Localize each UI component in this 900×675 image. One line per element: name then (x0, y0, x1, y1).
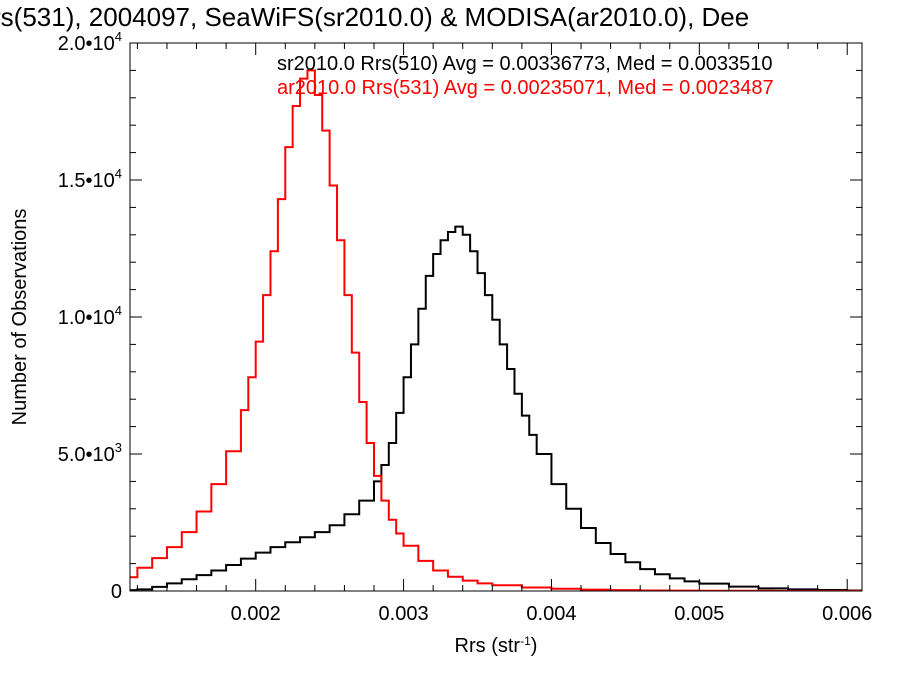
x-tick-label: 0.006 (822, 603, 872, 625)
y-tick-label: 2.0•104 (58, 29, 122, 55)
y-tick-exponent: 3 (115, 440, 122, 455)
x-tick-label: 0.002 (231, 603, 281, 625)
legend-entry-1: ar2010.0 Rrs(531) Avg = 0.00235071, Med … (277, 77, 774, 99)
y-tick-exponent: 4 (115, 303, 122, 318)
y-tick-label: 5.0•103 (58, 440, 122, 466)
y-tick-exponent: 4 (115, 166, 122, 181)
y-tick-mantissa: 0 (111, 581, 122, 603)
y-tick-mantissa: 1.5•10 (58, 170, 115, 192)
x-axis-label: Rrs (str-1) (455, 634, 538, 657)
y-tick-mantissa: 1.0•10 (58, 307, 115, 329)
y-axis-label: Number of Observations (9, 209, 31, 426)
legend: sr2010.0 Rrs(510) Avg = 0.00336773, Med … (277, 53, 774, 99)
y-tick-mantissa: 2.0•10 (58, 33, 115, 55)
x-axis-label-close: ) (531, 635, 538, 657)
x-tick-label: 0.003 (379, 603, 429, 625)
y-tick-label: 0 (111, 581, 122, 603)
chart-title: rs(531), 2004097, SeaWiFS(sr2010.0) & MO… (0, 2, 749, 32)
x-axis-label-superscript: -1 (520, 634, 531, 648)
y-tick-label: 1.5•104 (58, 166, 122, 192)
series-line-1 (130, 69, 862, 591)
x-tick-label: 0.004 (526, 603, 576, 625)
plot-frame (129, 42, 863, 592)
y-tick-label: 1.0•104 (58, 303, 122, 329)
x-axis-ticks: 0.002 0.003 0.004 0.005 0.006 (136, 43, 872, 625)
y-tick-exponent: 4 (115, 29, 122, 44)
x-axis-label-main: Rrs (str (455, 635, 521, 657)
legend-entry-0: sr2010.0 Rrs(510) Avg = 0.00336773, Med … (277, 53, 773, 75)
series-group (130, 69, 862, 591)
series-line-0 (130, 225, 862, 591)
y-tick-mantissa: 5.0•10 (58, 444, 115, 466)
x-tick-label: 0.005 (674, 603, 724, 625)
